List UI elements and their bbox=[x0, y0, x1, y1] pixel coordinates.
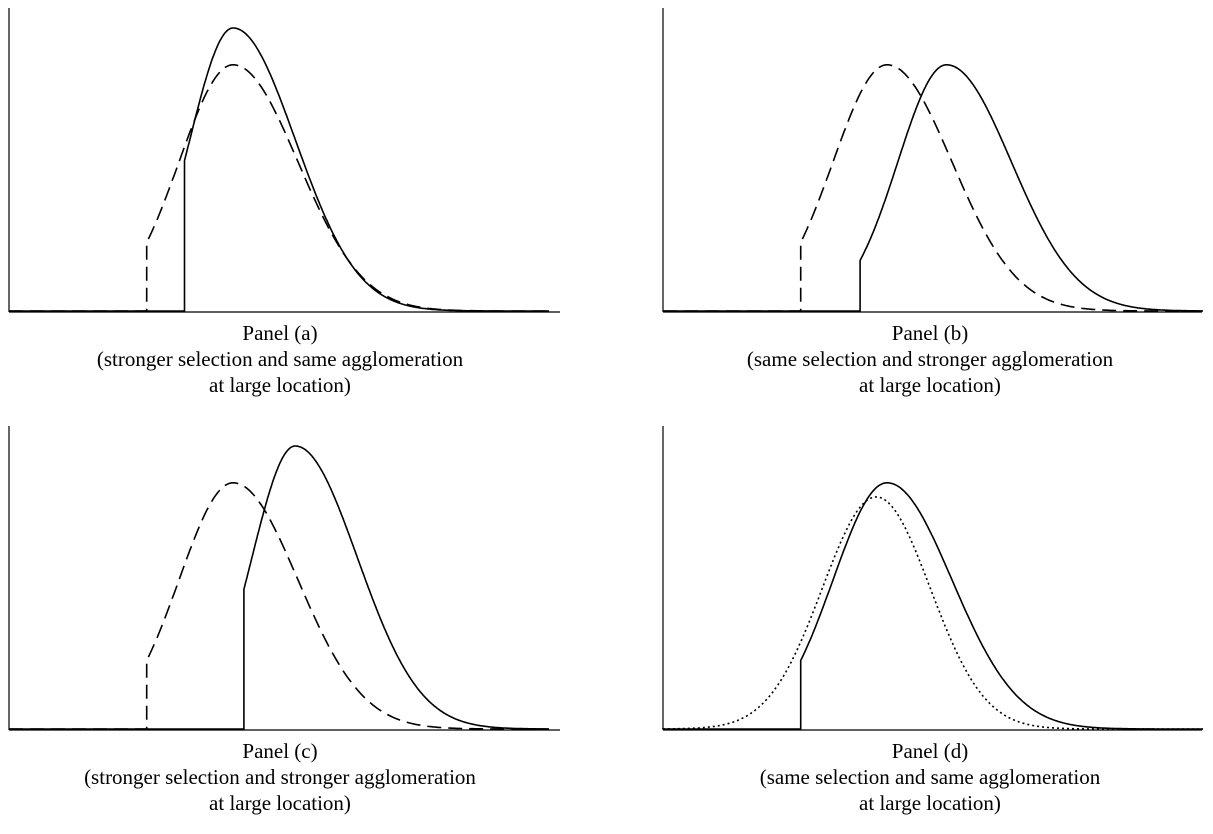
series-line-solid bbox=[663, 482, 1203, 730]
series-layer bbox=[9, 445, 549, 730]
chart-panel-d bbox=[662, 426, 1203, 731]
panel-b bbox=[662, 8, 1213, 314]
series-line-solid bbox=[9, 445, 549, 730]
panel-title: Panel (c) bbox=[242, 739, 318, 763]
panel-a bbox=[8, 8, 568, 314]
panel-title: Panel (b) bbox=[891, 321, 969, 345]
caption-panel-c: Panel (c) (stronger selection and strong… bbox=[0, 738, 560, 816]
caption-panel-a: Panel (a) (stronger selection and same a… bbox=[0, 320, 560, 398]
series-layer bbox=[663, 64, 1203, 312]
panel-caption-line-2: at large location) bbox=[859, 373, 1001, 397]
series-layer bbox=[9, 27, 549, 312]
series-layer bbox=[662, 482, 1203, 730]
caption-panel-d: Panel (d) (same selection and same agglo… bbox=[650, 738, 1210, 816]
chart-panel-b bbox=[662, 8, 1203, 313]
panel-caption-line-2: at large location) bbox=[209, 791, 351, 815]
panel-caption-line-1: (same selection and stronger agglomerati… bbox=[746, 347, 1114, 371]
panel-d bbox=[662, 426, 1213, 732]
series-line-dashed bbox=[9, 482, 549, 730]
panel-title: Panel (a) bbox=[242, 321, 318, 345]
panel-c bbox=[8, 426, 568, 732]
panel-caption-line-1: (stronger selection and same agglomerati… bbox=[96, 347, 464, 371]
chart-panel-c bbox=[8, 426, 560, 731]
panel-caption-line-1: (stronger selection and stronger agglome… bbox=[84, 765, 476, 789]
panel-caption-line-1: (same selection and same agglomeration bbox=[759, 765, 1101, 789]
series-line-dashed bbox=[9, 64, 549, 312]
chart-panel-a bbox=[8, 8, 560, 313]
series-line-dashed bbox=[663, 64, 1203, 312]
panel-caption-line-2: at large location) bbox=[859, 791, 1001, 815]
series-line-dotted bbox=[662, 496, 1203, 730]
series-line-solid bbox=[9, 27, 549, 312]
panel-title: Panel (d) bbox=[891, 739, 969, 763]
series-line-solid bbox=[663, 64, 1203, 312]
caption-panel-b: Panel (b) (same selection and stronger a… bbox=[650, 320, 1210, 398]
panel-caption-line-2: at large location) bbox=[209, 373, 351, 397]
